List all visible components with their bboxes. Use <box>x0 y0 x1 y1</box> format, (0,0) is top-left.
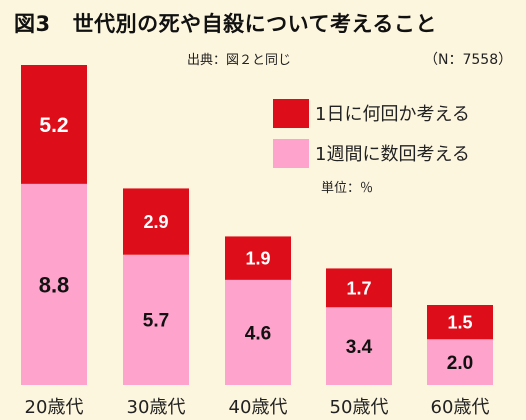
category-label-4: 60歳代 <box>431 397 490 418</box>
unit-note: 単位：％ <box>321 181 374 196</box>
label-daily-2: 1.9 <box>245 249 270 269</box>
legend-item-daily: 1日に何回か考える <box>273 98 470 128</box>
legend-item-weekly: 1週間に数回考える <box>273 138 470 168</box>
bar-daily-0 <box>21 65 87 184</box>
label-weekly-1: 5.7 <box>143 311 169 332</box>
label-daily-1: 2.9 <box>143 212 168 232</box>
chart-title-text: 世代別の死や自殺について考えること <box>72 12 437 36</box>
label-weekly-3: 3.4 <box>346 337 373 358</box>
category-label-0: 20歳代 <box>25 397 84 418</box>
category-label-3: 50歳代 <box>330 397 389 418</box>
bar-weekly-3 <box>326 307 392 385</box>
legend-swatch-daily <box>273 98 309 128</box>
legend-label-weekly: 1週間に数回考える <box>315 144 470 165</box>
bar-weekly-4 <box>427 339 493 385</box>
legend: 1日に何回か考える 1週間に数回考える <box>273 98 470 178</box>
chart-title: 図3 世代別の死や自殺について考えること <box>14 8 437 38</box>
source-note: 出典：図２と同じ <box>187 53 292 68</box>
legend-label-daily: 1日に何回か考える <box>315 104 470 125</box>
figure-number: 図3 <box>14 12 51 36</box>
bar-daily-2 <box>225 236 291 280</box>
label-weekly-4: 2.0 <box>447 353 473 374</box>
bar-daily-1 <box>123 188 189 255</box>
label-daily-3: 1.7 <box>346 278 371 298</box>
sample-size: （N：7558） <box>424 52 513 68</box>
bar-daily-4 <box>427 305 493 340</box>
label-weekly-0: 8.8 <box>39 272 70 297</box>
label-daily-0: 5.2 <box>39 114 68 137</box>
category-label-2: 40歳代 <box>229 397 288 418</box>
label-daily-4: 1.5 <box>447 313 472 333</box>
bar-weekly-1 <box>123 254 189 385</box>
category-label-1: 30歳代 <box>127 397 186 418</box>
bar-weekly-0 <box>21 183 87 385</box>
bar-weekly-2 <box>225 279 291 385</box>
bar-daily-3 <box>326 268 392 308</box>
label-weekly-2: 4.6 <box>245 323 271 344</box>
legend-swatch-weekly <box>273 138 309 168</box>
